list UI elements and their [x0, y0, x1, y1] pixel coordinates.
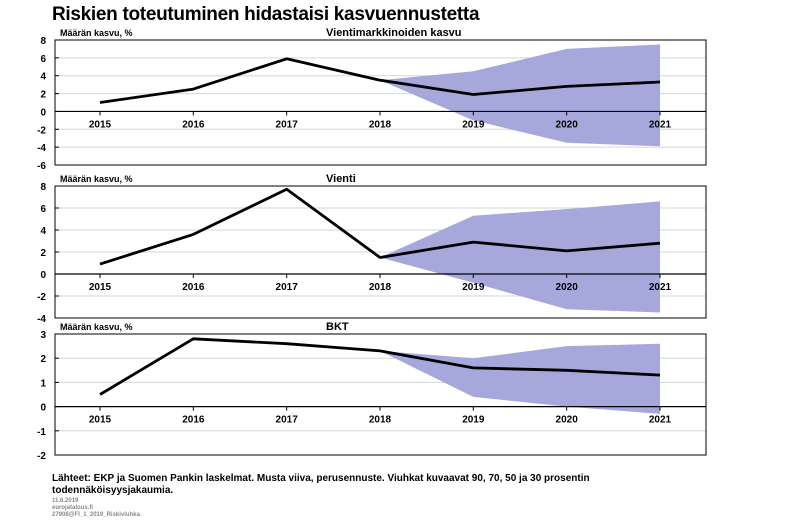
y-tick-label: -2	[37, 125, 46, 136]
y-tick-label: 6	[40, 204, 46, 215]
x-tick-label: 2020	[556, 119, 579, 130]
y-tick-label: 8	[40, 36, 46, 47]
y-tick-label: 2	[40, 90, 46, 101]
y-tick-label: -2	[37, 451, 46, 462]
series-line	[99, 337, 661, 396]
y-axis-label: Määrän kasvu, %	[60, 28, 133, 38]
x-tick-label: 2015	[89, 415, 112, 426]
y-tick-label: 2	[40, 354, 46, 365]
x-tick-label: 2021	[649, 282, 672, 293]
source-note: Lähteet: EKP ja Suomen Pankin laskelmat.…	[52, 473, 590, 496]
y-tick-label: -4	[37, 314, 46, 325]
series-line	[99, 187, 661, 266]
x-tick-label: 2020	[556, 415, 579, 426]
x-tick-label: 2021	[649, 119, 672, 130]
fan-band	[380, 343, 660, 414]
x-tick-label: 2017	[276, 415, 299, 426]
date-note: 11.6.2019	[52, 498, 79, 504]
x-tick-label: 2019	[462, 282, 485, 293]
chart-id-note: 27908@FI_1_2019_Riskiviuhka	[52, 512, 140, 518]
x-tick-label: 2019	[462, 119, 485, 130]
chart-panel-2: -4 -2 0 2 4 6 8 2015 2016 2017 2018 2019 2020 2021 Mää…	[37, 173, 707, 325]
y-axis-label: Määrän kasvu, %	[60, 322, 133, 332]
y-tick-label: -6	[37, 161, 46, 172]
x-tick-label: 2016	[182, 415, 205, 426]
y-tick-label: -1	[37, 427, 46, 438]
y-tick-label: 0	[40, 270, 46, 281]
x-tick-label: 2019	[462, 415, 485, 426]
y-tick-label: -4	[37, 143, 46, 154]
y-tick-label: 4	[40, 226, 46, 237]
x-tick-label: 2018	[369, 415, 392, 426]
x-tick-label: 2020	[556, 282, 579, 293]
plot-frame	[54, 39, 707, 166]
x-tick-label: 2018	[369, 119, 392, 130]
chart-panel-1: -6 -4 -2 0 2 4 6 8 2015 2016 2017 2018 2019 2020 2021 M…	[37, 27, 707, 172]
fan-band	[380, 201, 660, 313]
plot-frame	[54, 333, 707, 456]
series-line	[99, 57, 661, 104]
team-note: eurojatalous.fi	[52, 505, 94, 511]
y-tick-label: 4	[40, 72, 46, 83]
chart-title: BKT	[326, 321, 349, 333]
x-tick-label: 2018	[369, 282, 392, 293]
fan-band	[380, 44, 660, 147]
y-tick-label: 0	[40, 107, 46, 118]
x-tick-label: 2017	[276, 119, 299, 130]
x-tick-label: 2017	[276, 282, 299, 293]
y-tick-label: 8	[40, 182, 46, 193]
y-tick-label: 3	[40, 330, 46, 341]
chart-title: Vientimarkkinoiden kasvu	[326, 27, 462, 39]
x-tick-label: 2021	[649, 415, 672, 426]
chart-panel-3: -2 -1 0 1 2 3 2015 2016 2017 2018 2019 2020 2021 Määr…	[37, 321, 707, 462]
x-tick-label: 2016	[182, 282, 205, 293]
y-tick-label: 0	[40, 403, 46, 414]
chart-title: Vienti	[326, 173, 356, 185]
x-tick-label: 2016	[182, 119, 205, 130]
y-tick-label: 2	[40, 248, 46, 259]
page-title: Riskien toteutuminen hidastaisi kasvuenn…	[52, 4, 480, 25]
y-tick-label: -2	[37, 292, 46, 303]
y-tick-label: 6	[40, 54, 46, 65]
x-tick-label: 2015	[89, 119, 112, 130]
x-tick-label: 2015	[89, 282, 112, 293]
y-axis-label: Määrän kasvu, %	[60, 174, 133, 184]
y-tick-label: 1	[40, 378, 46, 389]
